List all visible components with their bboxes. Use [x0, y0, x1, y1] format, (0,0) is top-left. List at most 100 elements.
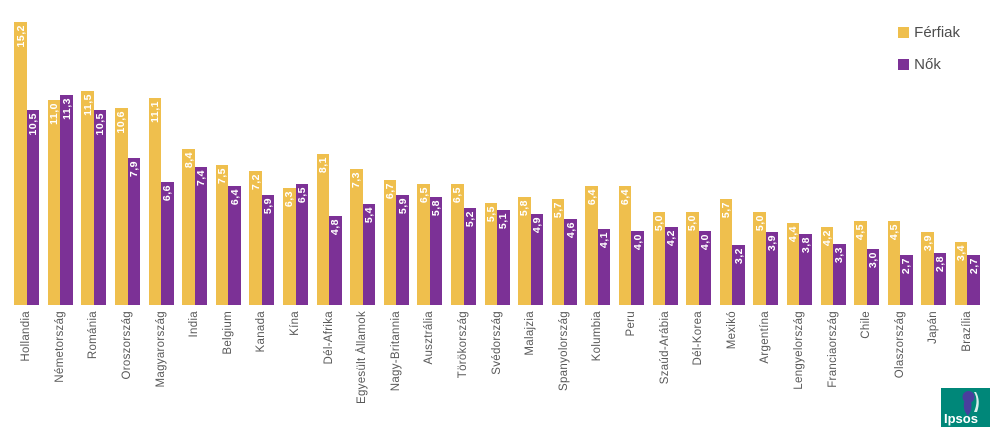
bar-value-label: 7,3	[350, 172, 363, 189]
bar-value-label: 11,5	[81, 93, 94, 116]
bar-nok: 7,4	[194, 167, 208, 305]
bar-value-label: 11,3	[60, 97, 73, 120]
country-label: Japán	[927, 311, 940, 344]
bar-value-label: 7,4	[195, 170, 208, 187]
bar-nok: 6,6	[161, 182, 174, 305]
bar-value-label: 6,4	[619, 188, 632, 205]
grouped-bar-chart: 15,2 10,5 Hollandia 11,0 11,3 Németország 11,5…	[10, 0, 984, 429]
bar-pair: 5,0 4,2	[648, 0, 682, 305]
bar-ferfiak: 8,4	[182, 148, 195, 305]
bar-pair: 8,1 4,8	[312, 0, 346, 305]
bar-value-label: 5,0	[686, 214, 699, 232]
bar-value-label: 5,4	[362, 207, 375, 224]
bar-pair: 11,1 6,6	[144, 0, 178, 305]
bar-pair: 5,8 4,9	[514, 0, 548, 305]
country-label: Spanyolország	[557, 311, 570, 391]
country-label: Mexikó	[725, 311, 738, 350]
bar-pair: 6,7 5,9	[380, 0, 414, 305]
legend-item-ferfiak: Férfiak	[898, 24, 960, 41]
bar-value-label: 3,9	[766, 235, 779, 252]
country-label: Dél-Korea	[692, 311, 705, 366]
bar-pair: 8,4 7,4	[178, 0, 212, 305]
country-label: Németország	[53, 311, 66, 383]
bar-group: 6,4 4,1 Kolumbia	[581, 0, 615, 429]
bar-value-label: 5,0	[652, 214, 665, 232]
bar-group: 6,4 4,0 Peru	[615, 0, 649, 429]
country-label: Svédország	[490, 311, 503, 375]
chart-legend: Férfiak Nők	[898, 24, 960, 73]
bar-value-label: 5,7	[552, 201, 565, 218]
bar-value-label: 4,2	[820, 229, 833, 246]
bar-pair: 4,5 2,7	[883, 0, 917, 305]
bar-nok: 10,5	[93, 109, 107, 305]
bar-value-label: 6,4	[228, 188, 241, 205]
bar-ferfiak: 4,4	[786, 223, 800, 305]
bar-ferfiak: 5,0	[753, 211, 766, 305]
bar-group: 6,5 5,8 Ausztrália	[413, 0, 447, 429]
bar-nok: 4,0	[698, 230, 712, 305]
bar-value-label: 6,7	[384, 183, 397, 200]
bar-value-label: 5,1	[497, 213, 510, 230]
bar-ferfiak: 7,5	[215, 165, 229, 305]
bar-group: 8,4 7,4 India	[178, 0, 212, 429]
bar-ferfiak: 6,4	[618, 185, 632, 305]
bar-value-label: 6,3	[283, 190, 296, 207]
bar-pair: 7,2 5,9	[245, 0, 279, 305]
bar-pair: 4,2 3,3	[816, 0, 850, 305]
bar-value-label: 7,9	[127, 160, 140, 178]
country-label: Brazília	[960, 311, 973, 352]
bar-nok: 2,8	[933, 252, 947, 305]
bar-group: 7,2 5,9 Kanada	[245, 0, 279, 429]
bar-group: 4,2 3,3 Franciaország	[816, 0, 850, 429]
bar-group: 11,0 11,3 Németország	[44, 0, 78, 429]
bar-nok: 4,8	[329, 215, 342, 305]
bar-pair: 6,3 6,5	[279, 0, 313, 305]
bar-nok: 5,9	[396, 195, 409, 305]
bar-ferfiak: 5,0	[652, 211, 666, 305]
bar-value-label: 2,7	[967, 257, 980, 274]
bar-pair: 5,7 4,6	[548, 0, 582, 305]
bar-nok: 2,7	[900, 254, 913, 305]
country-label: Ausztrália	[423, 311, 436, 365]
bar-nok: 4,1	[597, 228, 611, 305]
bar-pair: 5,7 3,2	[715, 0, 749, 305]
bar-value-label: 5,0	[753, 214, 766, 232]
bar-ferfiak: 4,2	[820, 226, 834, 305]
bar-nok: 5,8	[429, 197, 443, 305]
country-label: Kína	[289, 311, 302, 336]
ipsos-figure-icon	[962, 391, 979, 416]
country-label: Peru	[624, 311, 637, 337]
country-label: Magyarország	[154, 311, 167, 388]
bar-value-label: 3,0	[866, 252, 879, 269]
bar-group: 6,5 5,2 Törökország	[447, 0, 481, 429]
bar-ferfiak: 3,4	[954, 241, 968, 305]
bar-nok: 3,0	[866, 249, 880, 305]
bar-group: 5,7 3,2 Mexikó	[715, 0, 749, 429]
bar-value-label: 5,8	[430, 200, 443, 217]
bar-ferfiak: 6,5	[451, 183, 464, 305]
bar-value-label: 6,6	[161, 185, 174, 202]
bar-nok: 3,9	[765, 232, 779, 305]
bar-group: 4,5 2,7 Olaszország	[883, 0, 917, 429]
bar-group: 5,8 4,9 Malajzia	[514, 0, 548, 429]
bar-nok: 3,3	[833, 243, 846, 305]
bar-pair: 3,4 2,7	[951, 0, 985, 305]
bar-ferfiak: 7,2	[249, 170, 262, 305]
country-label: India	[188, 311, 201, 338]
bar-pair: 15,2 10,5	[10, 0, 44, 305]
bar-ferfiak: 6,4	[585, 185, 598, 305]
bar-value-label: 4,0	[631, 233, 644, 250]
bar-value-label: 4,9	[530, 216, 543, 233]
legend-item-nok: Nők	[898, 56, 960, 73]
bar-group: 5,0 3,9 Argentína	[749, 0, 783, 429]
bar-value-label: 10,6	[115, 110, 128, 134]
bar-ferfiak: 4,5	[854, 221, 867, 305]
country-label: Oroszország	[121, 311, 134, 380]
country-label: Hollandia	[20, 311, 33, 362]
bar-pair: 11,0 11,3	[44, 0, 78, 305]
bar-ferfiak: 4,5	[887, 221, 901, 305]
bar-ferfiak: 6,3	[283, 187, 296, 305]
country-label: Olaszország	[893, 311, 906, 379]
bar-value-label: 7,2	[249, 173, 262, 191]
bar-nok: 5,1	[497, 210, 510, 305]
